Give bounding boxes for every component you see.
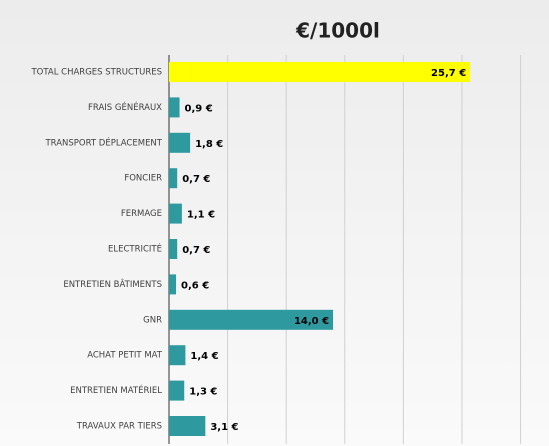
value-label: 0,6 € <box>181 280 209 291</box>
bar <box>169 345 186 366</box>
value-label: 0,7 € <box>182 174 210 185</box>
category-label: ENTRETIEN MATÉRIEL <box>70 384 162 396</box>
value-label: 1,8 € <box>195 139 223 150</box>
category-label: FONCIER <box>124 174 162 184</box>
bar <box>169 274 177 295</box>
category-label: ACHAT PETIT MAT <box>87 351 163 361</box>
category-label: FERMAGE <box>121 209 162 219</box>
bar <box>169 132 191 153</box>
category-label: TRAVAUX PAR TIERS <box>76 422 162 432</box>
bar <box>169 380 185 401</box>
value-label: 0,7 € <box>182 245 210 256</box>
category-label: ENTRETIEN BÂTIMENTS <box>63 278 162 290</box>
value-label: 3,1 € <box>210 422 238 433</box>
bar <box>169 416 206 436</box>
bar <box>169 203 182 224</box>
bar <box>169 239 178 259</box>
category-label: GNR <box>143 315 162 325</box>
bar <box>169 97 180 118</box>
bar <box>169 309 334 330</box>
value-label: 14,0 € <box>294 316 329 327</box>
bar <box>169 62 471 82</box>
value-label: 1,1 € <box>187 210 215 221</box>
category-label: FRAIS GÉNÉRAUX <box>88 101 162 113</box>
chart-title: €/1000l <box>295 19 380 43</box>
category-label: TRANSPORT DÉPLACEMENT <box>44 136 162 148</box>
value-label: 0,9 € <box>185 103 213 114</box>
category-label: TOTAL CHARGES STRUCTURES <box>30 68 162 78</box>
bar <box>169 168 178 189</box>
category-label: ELECTRICITÉ <box>108 243 162 255</box>
value-label: 1,3 € <box>189 387 217 398</box>
value-label: 25,7 € <box>431 68 466 79</box>
value-label: 1,4 € <box>190 351 218 362</box>
